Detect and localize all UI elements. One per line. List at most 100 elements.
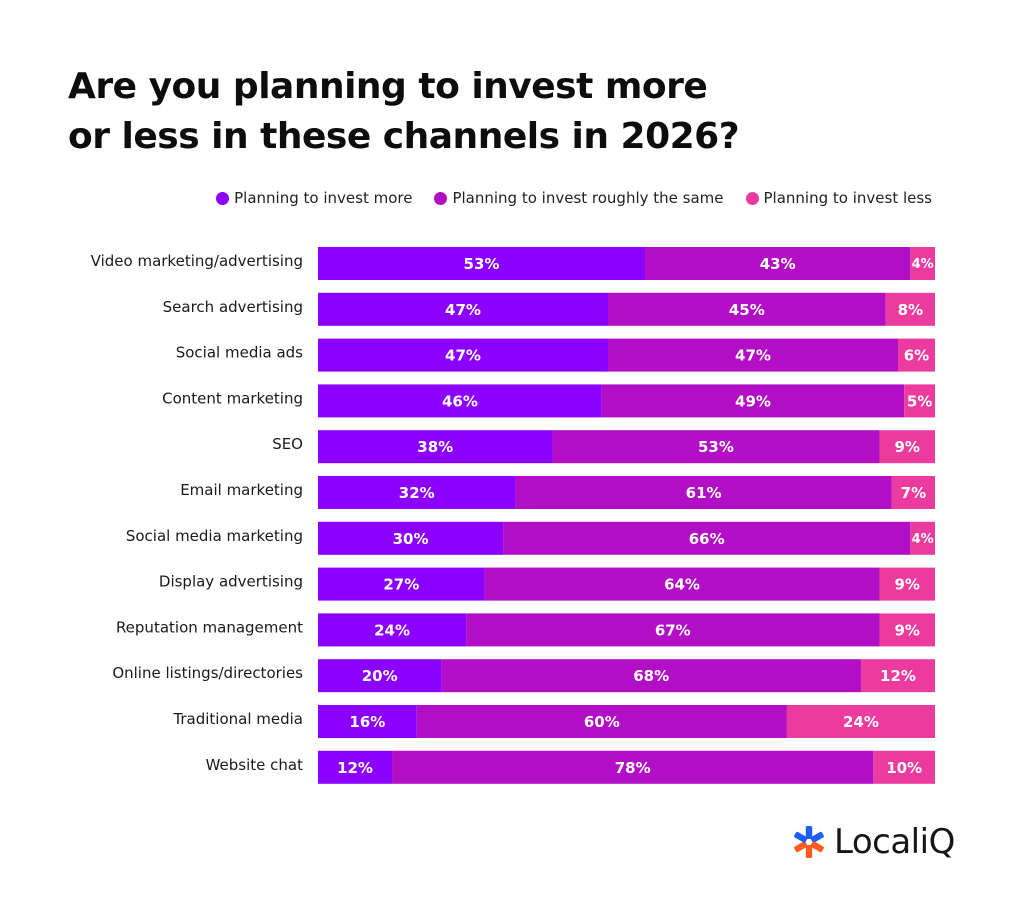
brand-logo: LocaliQ	[792, 822, 955, 862]
data-label-less: 5%	[907, 392, 932, 410]
data-label-more: 38%	[417, 438, 453, 456]
data-label-less: 9%	[895, 576, 920, 594]
chart-title: Are you planning to invest more or less …	[68, 62, 828, 162]
data-label-more: 53%	[464, 255, 500, 273]
bar-segment-more	[318, 430, 553, 464]
data-label-same: 66%	[689, 530, 725, 548]
bar-segment-less	[885, 292, 935, 326]
legend-swatch-same	[434, 191, 448, 205]
category-label: Search advertising	[163, 298, 303, 316]
bar-segment-less	[891, 476, 935, 509]
data-label-same: 49%	[735, 392, 771, 410]
data-label-more: 47%	[445, 347, 481, 365]
legend-swatch-less	[745, 191, 759, 205]
data-label-same: 61%	[686, 484, 722, 502]
category-label: Traditional media	[172, 710, 303, 728]
bar-segment-more	[318, 613, 467, 647]
data-label-more: 32%	[399, 484, 435, 502]
category-label: Display advertising	[159, 573, 303, 591]
bar-segment-less	[879, 613, 935, 647]
data-label-same: 47%	[735, 347, 771, 365]
bar-segment-less	[873, 750, 935, 784]
bar-segment-same	[484, 567, 880, 601]
bar-segment-more	[318, 247, 646, 280]
bar-segment-less	[860, 659, 935, 693]
category-label: Social media marketing	[126, 527, 303, 545]
bar-segment-more	[318, 384, 602, 418]
bar-segment-less	[879, 567, 935, 601]
legend-label-more: Planning to invest more	[234, 189, 413, 207]
bar-segment-same	[441, 659, 861, 693]
data-label-less: 4%	[912, 532, 934, 547]
brand-name: LocaliQ	[834, 822, 955, 862]
bar-segment-more	[318, 750, 393, 784]
bar-segment-same	[392, 750, 874, 784]
legend-item-less: Planning to invest less	[745, 189, 932, 207]
localiq-asterisk-logo-icon	[794, 826, 824, 858]
bar-segment-less	[879, 430, 935, 464]
bar-segment-less	[910, 247, 935, 280]
category-label: Reputation management	[116, 618, 303, 636]
bar-segment-less	[910, 521, 935, 555]
legend-swatch-more	[216, 191, 230, 205]
bar-segment-same	[607, 338, 898, 372]
category-label: Online listings/directories	[112, 664, 303, 682]
bar-segment-same	[503, 521, 911, 555]
bar-segment-less	[904, 384, 935, 418]
bar-segment-less	[786, 705, 935, 738]
bar-segment-same	[607, 292, 886, 326]
bar-segment-more	[318, 521, 504, 555]
bar-segment-same	[601, 384, 905, 418]
data-label-same: 78%	[615, 759, 651, 777]
legend-item-same: Planning to invest roughly the same	[434, 189, 724, 207]
data-label-less: 4%	[912, 257, 934, 272]
bar-segment-same	[466, 613, 880, 647]
data-label-less: 9%	[895, 621, 920, 639]
data-label-same: 53%	[698, 438, 734, 456]
data-label-same: 45%	[729, 301, 765, 319]
bar-segment-same	[416, 705, 787, 738]
data-label-more: 12%	[337, 759, 373, 777]
bar-segment-same	[552, 430, 880, 464]
bar-segment-more	[318, 292, 608, 326]
bar-segment-more	[318, 567, 485, 601]
data-label-more: 27%	[383, 576, 419, 594]
legend-label-same: Planning to invest roughly the same	[452, 189, 724, 207]
data-label-same: 67%	[655, 621, 691, 639]
chart-legend: Planning to invest more Planning to inve…	[216, 189, 932, 207]
legend-label-less: Planning to invest less	[763, 189, 932, 207]
category-label: Social media ads	[176, 344, 303, 362]
legend-item-more: Planning to invest more	[216, 189, 412, 207]
data-label-more: 30%	[393, 530, 429, 548]
bar-segment-more	[318, 476, 516, 509]
bar-segment-less	[897, 338, 935, 372]
chart-title-line-2: or less in these channels in 2026?	[68, 116, 740, 157]
data-label-less: 6%	[904, 347, 929, 365]
data-label-more: 16%	[349, 713, 385, 731]
data-label-same: 64%	[664, 576, 700, 594]
bar-segment-more	[318, 659, 442, 693]
data-label-same: 43%	[760, 255, 796, 273]
data-label-less: 10%	[886, 759, 922, 777]
category-label: Video marketing/advertising	[91, 252, 303, 270]
bar-segment-same	[515, 476, 892, 509]
category-label: Content marketing	[162, 389, 303, 407]
data-label-less: 24%	[843, 713, 879, 731]
bar-segment-same	[645, 247, 911, 280]
data-label-less: 7%	[901, 484, 926, 502]
data-label-same: 60%	[584, 713, 620, 731]
category-label: SEO	[272, 435, 303, 453]
data-label-more: 24%	[374, 621, 410, 639]
data-label-more: 47%	[445, 301, 481, 319]
category-label: Email marketing	[180, 481, 303, 499]
category-label: Website chat	[206, 756, 304, 774]
data-label-less: 9%	[895, 438, 920, 456]
data-label-same: 68%	[633, 667, 669, 685]
data-label-more: 20%	[362, 667, 398, 685]
bar-segment-more	[318, 338, 608, 372]
data-label-more: 46%	[442, 392, 478, 410]
chart-title-line-1: Are you planning to invest more	[68, 66, 708, 107]
data-label-less: 8%	[898, 301, 923, 319]
